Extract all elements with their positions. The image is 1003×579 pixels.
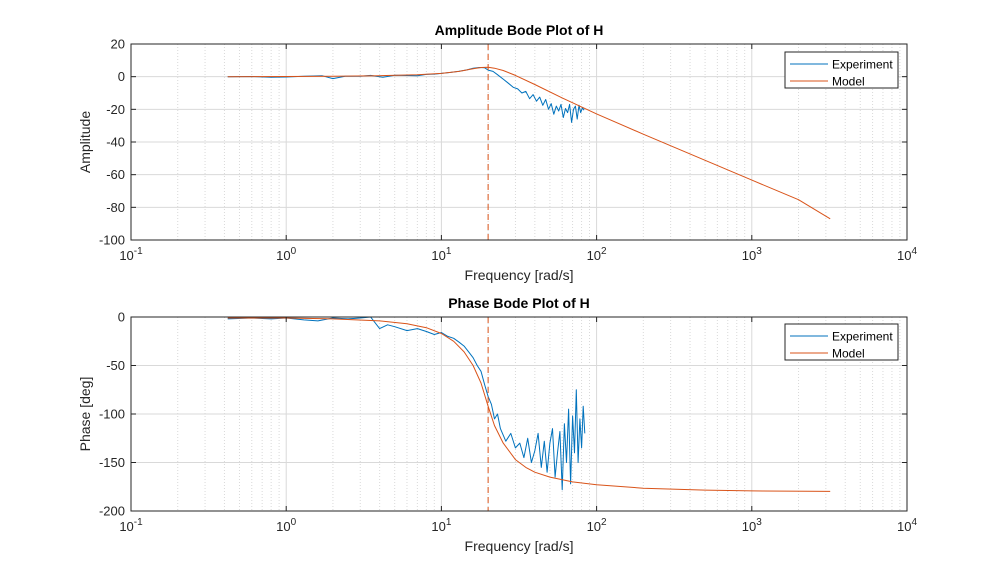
x-tick-label-exponent: -1 bbox=[134, 517, 143, 528]
x-tick-label-base: 10 bbox=[742, 519, 756, 534]
series-line-experiment bbox=[227, 317, 586, 491]
legend-box bbox=[784, 323, 899, 361]
x-tick-label-exponent: 3 bbox=[756, 517, 762, 528]
y-tick-label: 0 bbox=[118, 69, 125, 84]
x-tick-label: 10-1 bbox=[119, 517, 143, 534]
x-tick-label: 10-1 bbox=[119, 246, 143, 263]
x-tick-label: 100 bbox=[276, 517, 296, 534]
x-tick-label-base: 10 bbox=[742, 248, 756, 263]
x-tick-label-exponent: 1 bbox=[446, 246, 452, 257]
y-tick-label: -100 bbox=[99, 407, 125, 422]
y-axis-label: Phase [deg] bbox=[77, 377, 93, 452]
x-tick-label-exponent: 4 bbox=[911, 517, 917, 528]
y-tick-label: -50 bbox=[106, 358, 125, 373]
x-tick-label: 100 bbox=[276, 246, 296, 263]
x-tick-label: 104 bbox=[897, 246, 917, 263]
x-tick-label-exponent: 3 bbox=[756, 246, 762, 257]
subplot-amplitude: 10-1 100 101 102 103 104200-20-40-60-80-100Am… bbox=[77, 22, 917, 283]
x-axis-label: Frequency [rad/s] bbox=[465, 538, 574, 554]
chart-title: Phase Bode Plot of H bbox=[448, 295, 590, 311]
x-tick-label-exponent: 4 bbox=[911, 246, 917, 257]
subplot-phase: 10-1 100 101 102 103 1040-50-100-150-200Phase… bbox=[77, 295, 917, 554]
legend: Experiment Model bbox=[784, 323, 899, 361]
x-tick-label-exponent: 0 bbox=[291, 517, 297, 528]
y-tick-label: 0 bbox=[118, 310, 125, 325]
x-tick-label-base: 10 bbox=[276, 248, 290, 263]
x-tick-label-base: 10 bbox=[119, 248, 133, 263]
x-tick-label-exponent: 0 bbox=[291, 246, 297, 257]
series-line-model bbox=[227, 66, 831, 220]
x-tick-label: 103 bbox=[742, 246, 762, 263]
chart-title: Amplitude Bode Plot of H bbox=[435, 22, 604, 38]
x-axis-label: Frequency [rad/s] bbox=[465, 267, 574, 283]
x-tick-label-base: 10 bbox=[587, 519, 601, 534]
y-axis-label: Amplitude bbox=[77, 111, 93, 173]
x-tick-label: 104 bbox=[897, 517, 917, 534]
x-tick-label-exponent: 1 bbox=[446, 517, 452, 528]
legend-label-experiment: Experiment bbox=[832, 58, 893, 72]
legend-box bbox=[784, 51, 899, 89]
y-tick-label: -200 bbox=[99, 504, 125, 519]
y-tick-label: -20 bbox=[106, 102, 125, 117]
legend: Experiment Model bbox=[784, 51, 899, 89]
x-tick-label-base: 10 bbox=[276, 519, 290, 534]
x-tick-label-base: 10 bbox=[431, 519, 445, 534]
x-tick-label-base: 10 bbox=[897, 519, 911, 534]
y-tick-label: -60 bbox=[106, 167, 125, 182]
x-tick-label-base: 10 bbox=[431, 248, 445, 263]
legend-label-experiment: Experiment bbox=[832, 330, 893, 344]
x-tick-label: 101 bbox=[431, 517, 451, 534]
y-tick-label: 20 bbox=[111, 37, 125, 52]
x-tick-label-base: 10 bbox=[897, 248, 911, 263]
y-tick-label: -150 bbox=[99, 455, 125, 470]
x-tick-label: 102 bbox=[587, 246, 607, 263]
x-tick-label-exponent: -1 bbox=[134, 246, 143, 257]
y-tick-label: -100 bbox=[99, 233, 125, 248]
y-tick-label: -40 bbox=[106, 135, 125, 150]
x-tick-label-exponent: 2 bbox=[601, 517, 607, 528]
x-tick-label-base: 10 bbox=[119, 519, 133, 534]
legend-label-model: Model bbox=[832, 75, 865, 89]
series-line-model bbox=[227, 317, 831, 492]
x-tick-label: 102 bbox=[587, 517, 607, 534]
y-tick-label: -80 bbox=[106, 200, 125, 215]
x-tick-label-base: 10 bbox=[587, 248, 601, 263]
x-tick-label: 103 bbox=[742, 517, 762, 534]
x-tick-label: 101 bbox=[431, 246, 451, 263]
x-tick-label-exponent: 2 bbox=[601, 246, 607, 257]
legend-label-model: Model bbox=[832, 347, 865, 361]
